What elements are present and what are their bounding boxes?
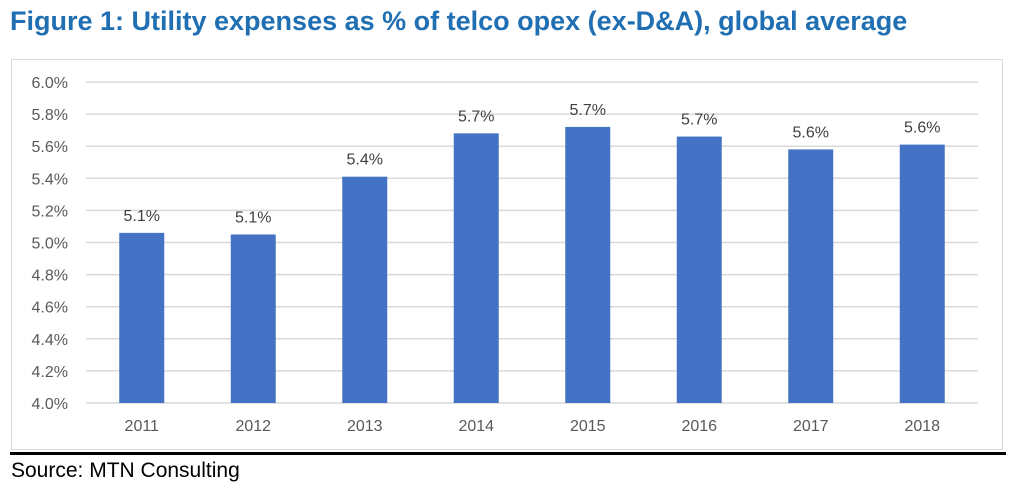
data-label: 5.6% bbox=[793, 124, 829, 141]
x-tick-label: 2012 bbox=[235, 418, 271, 435]
data-label: 5.1% bbox=[235, 209, 271, 226]
y-axis: 4.0% 4.2% 4.4% 4.6% 4.8% 5.0% 5.2% 5.4% 5.6% 5.8%… bbox=[32, 75, 68, 413]
chart-title: Figure 1: Utility expenses as % of telco… bbox=[10, 6, 908, 36]
bar-2011 bbox=[119, 232, 165, 403]
y-tick-label: 5.8% bbox=[32, 107, 68, 124]
x-tick-label: 2011 bbox=[125, 418, 160, 435]
source-note: Source: MTN Consulting bbox=[11, 459, 240, 482]
chart-frame bbox=[11, 59, 1003, 450]
source-divider bbox=[10, 452, 1006, 455]
y-tick-label: 6.0% bbox=[32, 75, 68, 92]
data-label: 5.7% bbox=[681, 112, 717, 129]
y-tick-label: 5.6% bbox=[32, 139, 68, 156]
x-tick-label: 2018 bbox=[904, 418, 940, 435]
x-tick-label: 2016 bbox=[681, 418, 717, 435]
x-tick-label: 2014 bbox=[458, 418, 494, 435]
bar-2015 bbox=[565, 126, 611, 403]
y-tick-label: 4.2% bbox=[32, 364, 68, 381]
bar-2012 bbox=[230, 234, 276, 403]
bars bbox=[119, 126, 945, 404]
x-tick-label: 2013 bbox=[347, 418, 383, 435]
y-tick-label: 5.2% bbox=[32, 203, 68, 220]
y-tick-label: 5.4% bbox=[32, 171, 68, 188]
y-tick-label: 4.6% bbox=[32, 300, 68, 317]
y-tick-label: 5.0% bbox=[32, 236, 68, 253]
data-labels: 5.1% 5.1% 5.4% 5.7% 5.7% 5.7% 5.6% 5.6% bbox=[124, 102, 941, 227]
data-label: 5.4% bbox=[347, 152, 383, 169]
gridlines bbox=[86, 81, 978, 404]
data-label: 5.7% bbox=[570, 102, 606, 119]
data-label: 5.7% bbox=[458, 108, 494, 125]
data-label: 5.6% bbox=[904, 120, 940, 137]
data-label: 5.1% bbox=[124, 208, 160, 225]
bar-2017 bbox=[788, 149, 834, 403]
bar-2014 bbox=[453, 133, 499, 404]
bar-2018 bbox=[899, 144, 945, 403]
bar-2016 bbox=[676, 136, 722, 403]
bar-2013 bbox=[342, 176, 388, 403]
x-tick-label: 2017 bbox=[793, 418, 829, 435]
x-axis: 2011 2012 2013 2014 2015 2016 2017 2018 bbox=[125, 418, 941, 435]
y-tick-label: 4.0% bbox=[32, 396, 68, 413]
y-tick-label: 4.4% bbox=[32, 332, 68, 349]
y-tick-label: 4.8% bbox=[32, 268, 68, 285]
x-tick-label: 2015 bbox=[570, 418, 606, 435]
